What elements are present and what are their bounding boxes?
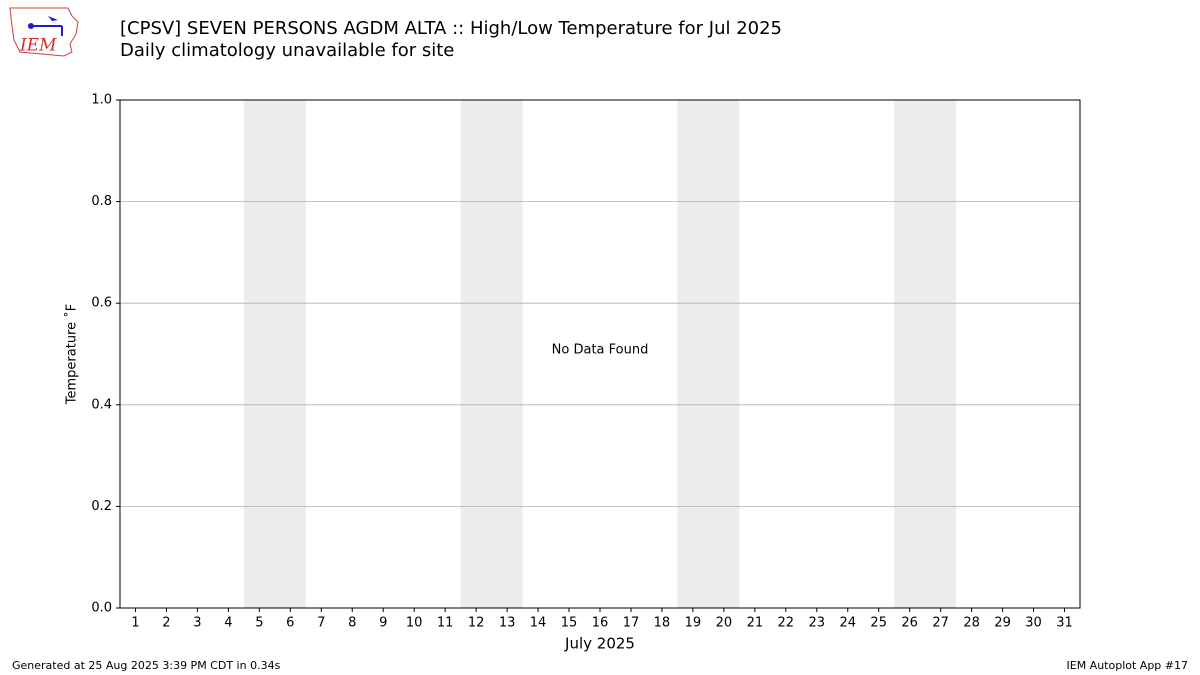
weekend-shade	[894, 100, 926, 608]
weekend-shade	[274, 100, 306, 608]
x-tick-label: 31	[1056, 616, 1073, 631]
x-tick-label: 18	[654, 616, 671, 631]
x-tick-label: 15	[561, 616, 578, 631]
x-tick-label: 3	[193, 616, 201, 631]
x-tick-label: 30	[1025, 616, 1042, 631]
logo-text: IEM	[19, 36, 57, 56]
weekend-shade	[243, 100, 275, 608]
x-tick-label: 22	[778, 616, 795, 631]
x-tick-label: 19	[685, 616, 702, 631]
x-tick-label: 26	[901, 616, 918, 631]
x-tick-label: 24	[839, 616, 856, 631]
weekend-shade	[491, 100, 523, 608]
x-tick-label: 25	[870, 616, 887, 631]
x-tick-label: 11	[437, 616, 454, 631]
y-tick-label: 0.8	[91, 194, 112, 209]
x-tick-label: 9	[379, 616, 387, 631]
x-tick-label: 28	[963, 616, 980, 631]
y-tick-label: 0.2	[91, 499, 112, 514]
y-tick-label: 1.0	[91, 93, 112, 108]
y-axis-label: Temperature ˚F	[64, 304, 80, 405]
y-tick-label: 0.4	[91, 397, 112, 412]
x-tick-label: 20	[716, 616, 733, 631]
x-tick-label: 5	[255, 616, 263, 631]
x-tick-label: 12	[468, 616, 485, 631]
x-tick-label: 17	[623, 616, 640, 631]
x-tick-label: 10	[406, 616, 423, 631]
x-tick-label: 4	[224, 616, 232, 631]
x-tick-label: 14	[530, 616, 547, 631]
x-tick-label: 8	[348, 616, 356, 631]
weekend-shade	[677, 100, 709, 608]
x-tick-label: 29	[994, 616, 1011, 631]
chart-subtitle: Daily climatology unavailable for site	[120, 40, 454, 61]
y-tick-label: 0.6	[91, 296, 112, 311]
x-tick-label: 2	[162, 616, 170, 631]
plot-frame	[119, 99, 1081, 609]
footer-right: IEM Autoplot App #17	[1067, 659, 1189, 672]
y-tick-label: 0.0	[91, 601, 112, 616]
x-tick-label: 6	[286, 616, 294, 631]
x-tick-label: 23	[809, 616, 826, 631]
footer-left: Generated at 25 Aug 2025 3:39 PM CDT in …	[12, 659, 281, 672]
weekend-shade	[925, 100, 957, 608]
x-tick-label: 13	[499, 616, 516, 631]
x-tick-label: 1	[131, 616, 139, 631]
x-tick-label: 16	[592, 616, 609, 631]
x-tick-label: 21	[747, 616, 764, 631]
chart-title: [CPSV] SEVEN PERSONS AGDM ALTA :: High/L…	[120, 18, 782, 39]
weekend-shade	[460, 100, 492, 608]
x-tick-label: 27	[932, 616, 949, 631]
weekend-shade	[708, 100, 740, 608]
x-tick-label: 7	[317, 616, 325, 631]
annotation: No Data Found	[552, 343, 649, 358]
logo: IEM	[9, 7, 79, 57]
x-axis-label: July 2025	[564, 635, 635, 653]
